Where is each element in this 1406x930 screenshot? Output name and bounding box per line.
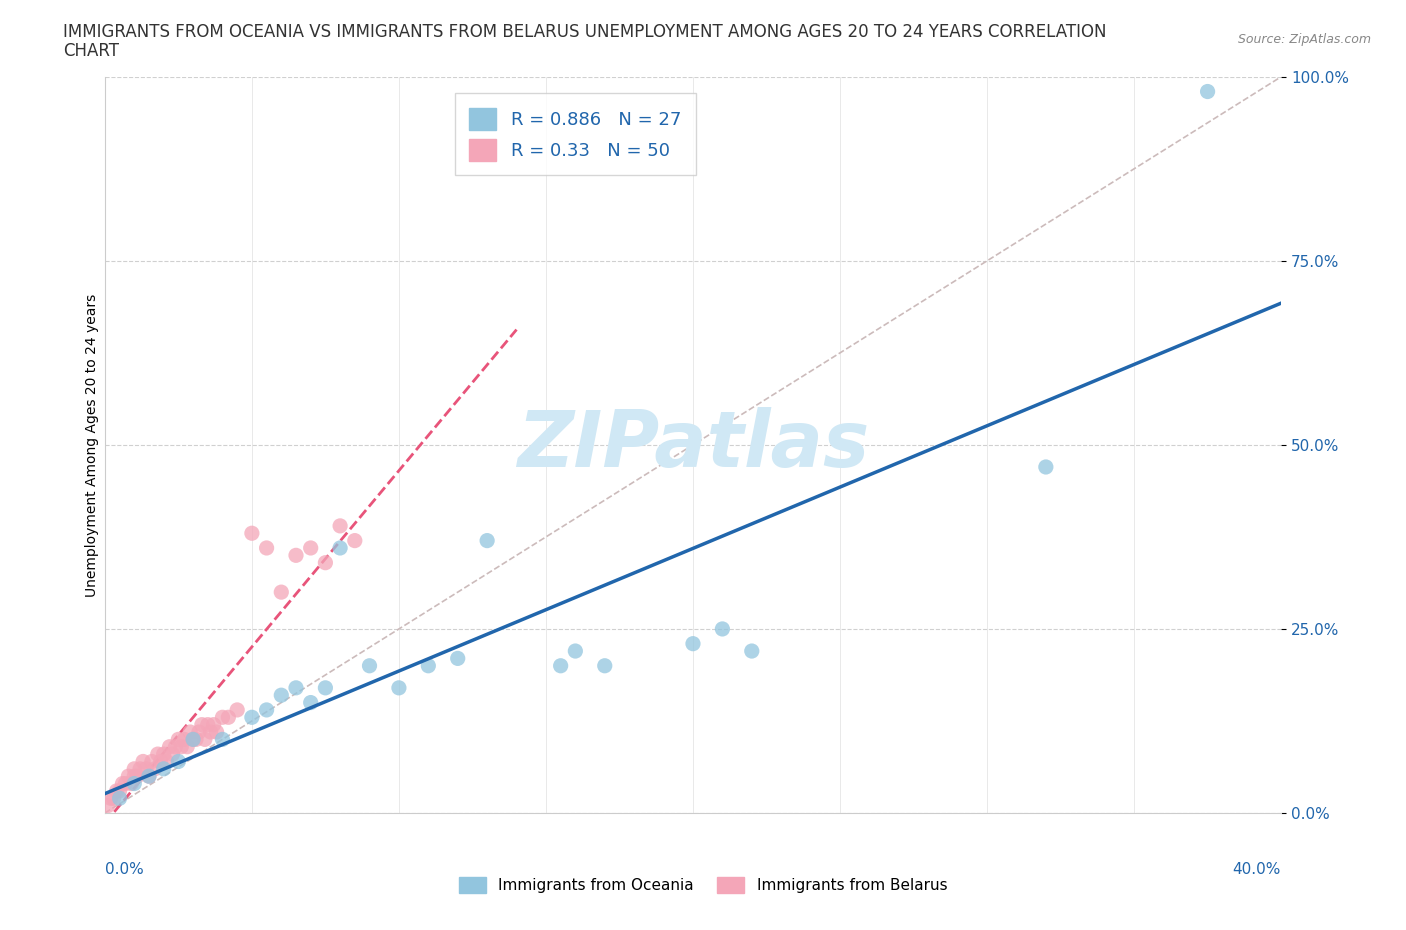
Point bbox=[127, 769, 149, 784]
Point bbox=[329, 518, 352, 533]
Point bbox=[741, 644, 763, 658]
Point bbox=[159, 739, 181, 754]
Point bbox=[132, 754, 155, 769]
Point bbox=[682, 636, 704, 651]
Point bbox=[179, 724, 201, 739]
Legend: Immigrants from Oceania, Immigrants from Belarus: Immigrants from Oceania, Immigrants from… bbox=[453, 870, 953, 899]
Point bbox=[173, 732, 195, 747]
Point bbox=[217, 710, 239, 724]
Point bbox=[138, 769, 160, 784]
Point bbox=[285, 681, 308, 696]
Point bbox=[165, 739, 187, 754]
Point bbox=[170, 739, 193, 754]
Point bbox=[329, 540, 352, 555]
Point bbox=[197, 717, 219, 732]
Point bbox=[184, 732, 207, 747]
Point bbox=[152, 762, 174, 777]
Point bbox=[564, 644, 586, 658]
Point bbox=[149, 754, 172, 769]
Point bbox=[181, 732, 204, 747]
Point bbox=[226, 702, 249, 717]
Text: IMMIGRANTS FROM OCEANIA VS IMMIGRANTS FROM BELARUS UNEMPLOYMENT AMONG AGES 20 TO: IMMIGRANTS FROM OCEANIA VS IMMIGRANTS FR… bbox=[63, 23, 1107, 41]
Point bbox=[359, 658, 381, 673]
Text: Source: ZipAtlas.com: Source: ZipAtlas.com bbox=[1237, 33, 1371, 46]
Point bbox=[270, 688, 292, 703]
Point bbox=[1035, 459, 1057, 474]
Point bbox=[256, 702, 278, 717]
Y-axis label: Unemployment Among Ages 20 to 24 years: Unemployment Among Ages 20 to 24 years bbox=[86, 293, 100, 596]
Point bbox=[194, 732, 217, 747]
Point bbox=[314, 555, 336, 570]
Point bbox=[200, 724, 222, 739]
Point bbox=[205, 724, 228, 739]
Point bbox=[1197, 84, 1219, 99]
Point bbox=[167, 732, 190, 747]
Legend: R = 0.886   N = 27, R = 0.33   N = 50: R = 0.886 N = 27, R = 0.33 N = 50 bbox=[456, 93, 696, 175]
Point bbox=[108, 790, 131, 805]
Point bbox=[111, 777, 134, 791]
Point bbox=[299, 540, 322, 555]
Point bbox=[167, 754, 190, 769]
Point bbox=[122, 769, 145, 784]
Point bbox=[314, 681, 336, 696]
Point bbox=[155, 754, 177, 769]
Point bbox=[388, 681, 411, 696]
Point bbox=[100, 790, 122, 805]
Point bbox=[240, 710, 263, 724]
Text: ZIPatlas: ZIPatlas bbox=[517, 407, 869, 483]
Point bbox=[270, 585, 292, 600]
Point bbox=[103, 790, 125, 805]
Point bbox=[138, 769, 160, 784]
Text: 40.0%: 40.0% bbox=[1233, 862, 1281, 877]
Point bbox=[141, 754, 163, 769]
Point bbox=[188, 724, 211, 739]
Point bbox=[129, 762, 152, 777]
Point bbox=[152, 747, 174, 762]
Point bbox=[285, 548, 308, 563]
Point bbox=[475, 533, 498, 548]
Point bbox=[240, 525, 263, 540]
Point bbox=[202, 717, 225, 732]
Point bbox=[122, 762, 145, 777]
Point bbox=[122, 777, 145, 791]
Point bbox=[256, 540, 278, 555]
Point bbox=[181, 732, 204, 747]
Point bbox=[593, 658, 616, 673]
Point bbox=[135, 762, 157, 777]
Point bbox=[114, 777, 136, 791]
Point bbox=[146, 747, 169, 762]
Point bbox=[191, 717, 214, 732]
Point bbox=[143, 762, 166, 777]
Point bbox=[162, 747, 184, 762]
Point bbox=[343, 533, 366, 548]
Point bbox=[299, 695, 322, 710]
Point bbox=[211, 732, 233, 747]
Point bbox=[117, 769, 139, 784]
Text: 0.0%: 0.0% bbox=[105, 862, 143, 877]
Point bbox=[211, 710, 233, 724]
Point bbox=[97, 798, 120, 813]
Point bbox=[447, 651, 470, 666]
Point bbox=[108, 783, 131, 798]
Point bbox=[105, 783, 128, 798]
Point bbox=[711, 621, 734, 636]
Point bbox=[176, 739, 198, 754]
Text: CHART: CHART bbox=[63, 42, 120, 60]
Point bbox=[418, 658, 440, 673]
Point bbox=[550, 658, 572, 673]
Point bbox=[120, 777, 142, 791]
